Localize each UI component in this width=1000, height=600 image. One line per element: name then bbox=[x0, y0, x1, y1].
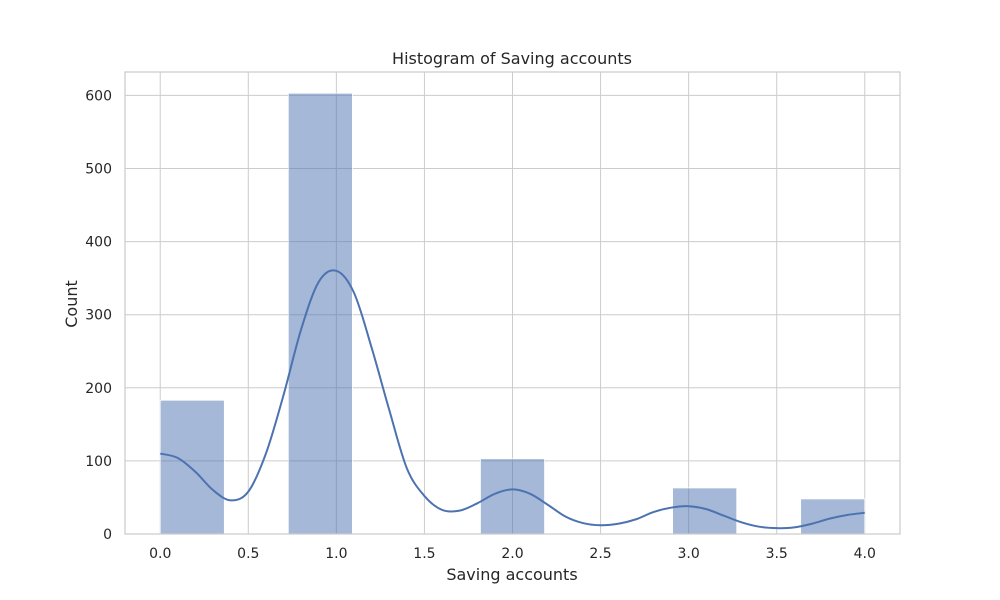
x-tick-label: 2.5 bbox=[589, 546, 611, 562]
y-tick-label: 0 bbox=[103, 527, 112, 543]
x-tick-label: 1.0 bbox=[325, 546, 347, 562]
x-tick-label: 4.0 bbox=[854, 546, 876, 562]
x-tick-label: 3.5 bbox=[766, 546, 788, 562]
kde-curve bbox=[159, 269, 865, 530]
histogram-bar bbox=[800, 498, 866, 535]
x-tick-label: 0.0 bbox=[149, 546, 171, 562]
y-axis-label: Count bbox=[62, 280, 81, 328]
histogram-bar bbox=[672, 487, 738, 535]
plot-frame bbox=[124, 71, 901, 535]
y-tick-label: 600 bbox=[85, 88, 112, 104]
histogram-bar bbox=[159, 399, 225, 535]
y-tick-label: 200 bbox=[85, 381, 112, 397]
x-tick-label: 1.5 bbox=[413, 546, 435, 562]
x-tick-label: 3.0 bbox=[678, 546, 700, 562]
y-tick-label: 300 bbox=[85, 308, 112, 324]
y-tick-label: 400 bbox=[85, 235, 112, 251]
y-tick-label: 100 bbox=[85, 454, 112, 470]
y-tick-labels: 0 100 200 300 400 500 600 bbox=[85, 88, 112, 543]
histogram-bars bbox=[159, 92, 866, 535]
x-axis-label: Saving accounts bbox=[446, 565, 577, 584]
x-tick-labels: 0.0 0.5 1.0 1.5 2.0 2.5 3.0 3.5 4.0 bbox=[149, 546, 876, 562]
y-tick-label: 500 bbox=[85, 161, 112, 177]
chart-title: Histogram of Saving accounts bbox=[392, 49, 632, 68]
x-tick-label: 0.5 bbox=[237, 546, 259, 562]
x-tick-label: 2.0 bbox=[501, 546, 523, 562]
histogram-bar bbox=[287, 92, 353, 535]
